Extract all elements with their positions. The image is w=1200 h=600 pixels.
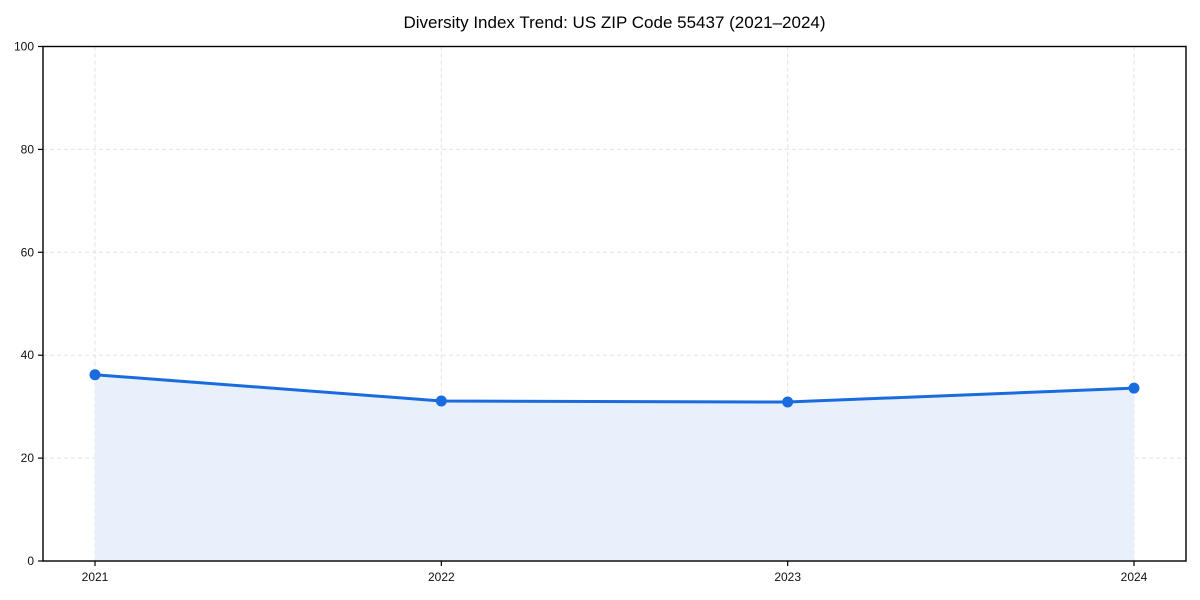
- x-tick-label: 2024: [1121, 570, 1148, 584]
- area-fill: [95, 374, 1134, 561]
- y-tick-label: 100: [14, 40, 34, 54]
- y-tick-label: 40: [21, 348, 35, 362]
- data-point-2022: [435, 395, 447, 407]
- x-tick-label: 2021: [82, 570, 109, 584]
- data-point-2021: [89, 369, 101, 381]
- y-tick-label: 80: [21, 142, 35, 156]
- plot-spines: [42, 45, 1187, 562]
- y-tick-label: 60: [21, 245, 35, 259]
- data-point-2023: [782, 396, 794, 408]
- x-tick-label: 2023: [774, 570, 801, 584]
- chart-title: Diversity Index Trend: US ZIP Code 55437…: [403, 13, 826, 32]
- data-point-2024: [1128, 382, 1140, 394]
- x-tick-label: 2022: [428, 570, 455, 584]
- y-tick-label: 0: [27, 554, 34, 568]
- trend-line: [93, 373, 1136, 404]
- y-tick-label: 20: [21, 451, 35, 465]
